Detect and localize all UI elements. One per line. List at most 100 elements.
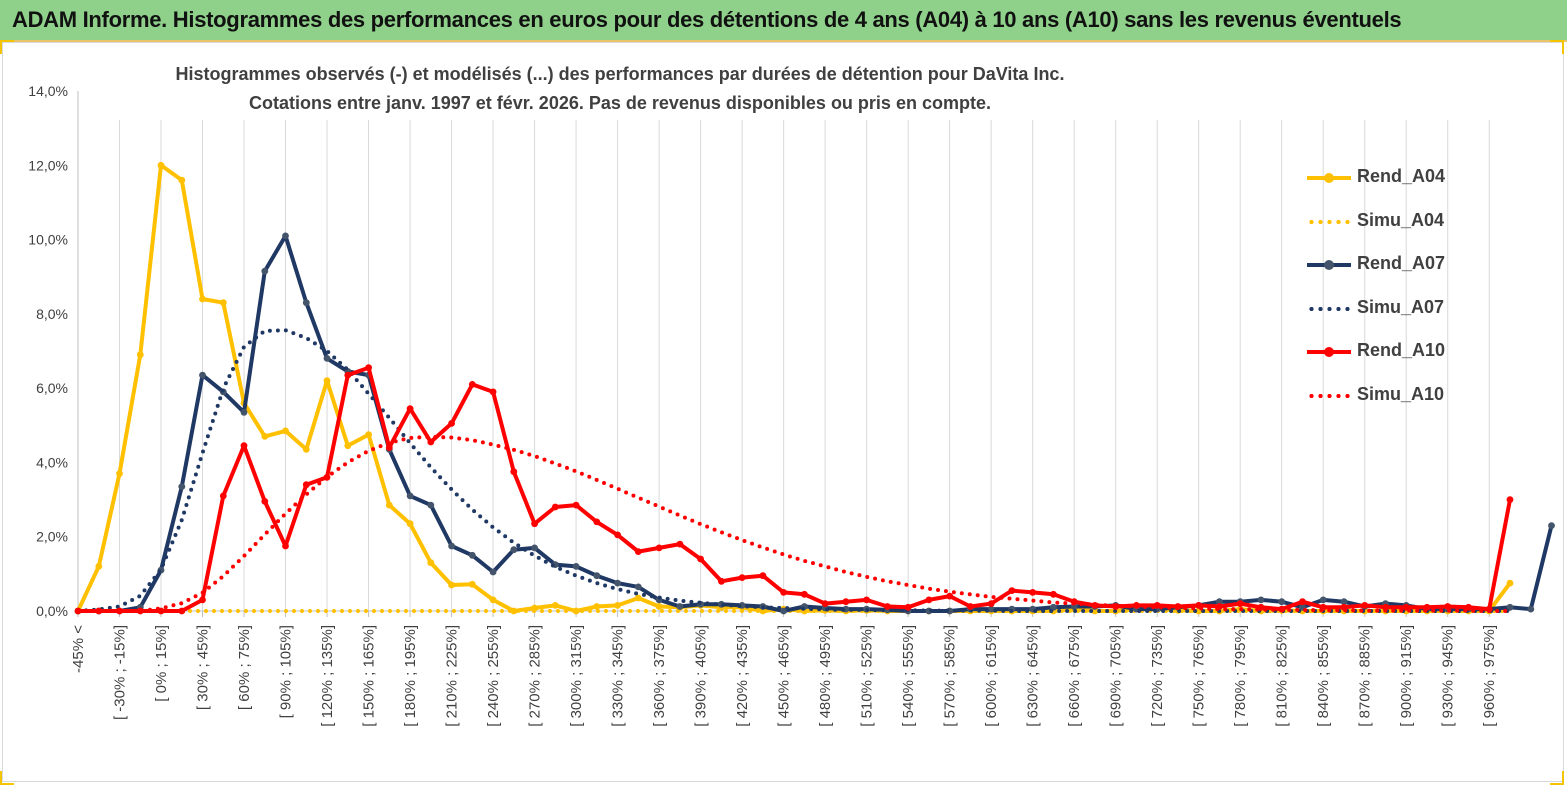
data-point [551,602,559,609]
data-point [904,603,912,611]
data-point [406,492,414,500]
legend-marker [1324,347,1334,357]
y-tick-label: 0,0% [36,603,68,619]
data-point [365,364,372,372]
data-point [365,431,372,438]
data-point [1444,603,1452,610]
chart-frame [2,42,1564,782]
chart-title-line2: Cotations entre janv. 1997 et févr. 2026… [249,93,991,113]
data-point [1506,579,1514,587]
data-point [1299,598,1306,606]
legend-swatch [1307,347,1351,357]
data-point [489,596,497,604]
data-point [1402,603,1410,611]
legend-label: Rend_A07 [1357,253,1446,273]
frame-corner [1550,40,1564,54]
data-point [780,607,787,615]
data-point [676,540,684,548]
legend-item: Simu_A10 [1305,378,1505,422]
data-point [510,468,518,476]
legend-label: Simu_A04 [1357,209,1445,230]
x-tick-label: [ 690% ; 705%] [1108,625,1125,727]
data-point [614,579,621,587]
data-point [634,583,642,591]
data-point [593,518,601,526]
data-point [884,603,891,610]
data-point [1319,596,1327,604]
data-point [219,492,227,500]
x-tick-label: [ 210% ; 225%] [444,625,461,727]
legend-item: Rend_A07 [1305,247,1505,291]
x-tick-label: [ 510% ; 525%] [859,625,876,727]
data-point [572,501,580,509]
data-point [863,596,870,604]
data-point [178,607,186,615]
data-point [1527,605,1535,613]
axes: -45% < [ -30% ; -15%] [ 0% ; 15%] [ 30% ; 4… [28,83,1510,727]
series-line-rend-a04 [76,163,1512,613]
data-point [697,555,704,563]
data-point [946,592,954,600]
data-point [821,600,829,607]
legend-swatch [1307,219,1351,224]
data-point [427,559,435,567]
x-tick-label: [ 300% ; 315%] [568,625,585,727]
data-point [1257,603,1265,611]
data-point [510,607,518,615]
data-point [344,371,352,379]
data-point [302,299,310,307]
x-tick-label: [ 240% ; 255%] [485,625,502,727]
data-point [282,542,289,550]
x-tick-label: [ 900% ; 915%] [1398,625,1415,727]
data-point [759,572,767,580]
data-point [489,388,497,396]
data-point [676,603,684,610]
x-tick-label: [ 720% ; 735%] [1149,625,1166,727]
data-point [1465,603,1472,611]
x-tick-label: [ 450% ; 465%] [776,625,793,727]
x-tick-label: [ 120% ; 135%] [319,625,336,727]
data-point [842,598,850,606]
data-point [593,572,601,580]
x-tick-label: [ 360% ; 375%] [651,625,668,727]
x-tick-label: [ 150% ; 165%] [361,625,378,727]
data-point [925,596,933,604]
header-banner: ADAM Informe. Histogrammes des performan… [0,0,1567,42]
data-point [199,295,206,303]
data-point [1029,589,1037,596]
data-point [406,405,414,412]
data-point [406,520,414,528]
legend-swatch [1307,306,1351,311]
series-line-rend-a10 [78,365,1512,613]
y-tick-label: 4,0% [36,454,68,470]
data-point [199,596,206,604]
y-tick-label: 14,0% [28,83,68,99]
data-point [510,546,518,554]
report-title: ADAM Informe. Histogrammes des performan… [12,7,1402,32]
legend-label: Simu_A07 [1357,296,1445,317]
data-point [116,470,123,477]
data-point [987,600,995,607]
data-point [199,371,206,379]
data-point [427,501,435,509]
series-line-simu-a07 [76,328,1512,613]
x-tick-label: [ 60% ; 75%] [236,625,253,710]
data-point [282,232,289,240]
data-point [967,603,974,610]
data-point [323,377,331,385]
data-point [1548,522,1555,529]
data-point [302,446,310,453]
data-point [95,607,103,615]
data-point [385,444,393,451]
legend-label: Simu_A10 [1357,383,1445,404]
data-point [1382,603,1389,611]
x-tick-label: [ 870% ; 885%] [1357,625,1374,727]
data-point [302,481,310,489]
y-tick-label: 2,0% [36,529,68,545]
legend-marker [1324,260,1334,270]
x-tick-label: [ 810% ; 825%] [1274,625,1291,727]
data-point [282,427,289,435]
series-line-simu-a10 [76,434,1512,613]
data-point [427,438,435,446]
data-point [738,574,746,581]
